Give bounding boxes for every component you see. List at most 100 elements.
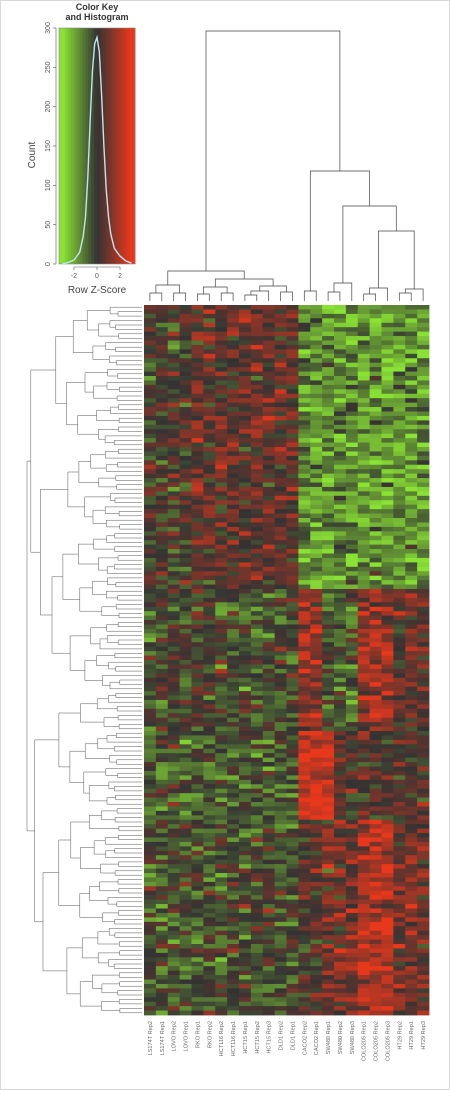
heatmap-cell (393, 447, 406, 452)
heatmap-cell (191, 473, 204, 479)
heatmap-cell (167, 677, 181, 683)
heatmap-cell (191, 695, 204, 701)
heatmap-cell (334, 509, 347, 514)
heatmap-cell (239, 992, 252, 998)
heatmap-cell (322, 722, 335, 727)
heatmap-cell (345, 611, 359, 617)
heatmap-cell (381, 997, 394, 1003)
heatmap-cell (334, 380, 347, 386)
heatmap-cell (274, 447, 287, 452)
heatmap-cell (167, 841, 181, 847)
heatmap-cell (405, 633, 418, 639)
heatmap-cell (334, 566, 347, 572)
heatmap-cell (167, 824, 181, 830)
heatmap-cell (167, 695, 181, 701)
heatmap-cell (144, 420, 157, 426)
heatmap-cell (357, 757, 371, 763)
heatmap-cell (167, 571, 181, 577)
heatmap-cell (239, 447, 252, 452)
heatmap-cell (286, 695, 299, 701)
heatmap-cell (227, 491, 240, 497)
heatmap-cell (417, 912, 430, 918)
heatmap-cell (155, 855, 169, 861)
heatmap-cell (179, 837, 192, 843)
row-dendrogram-link (93, 385, 118, 399)
heatmap-cell (179, 646, 192, 652)
heatmap-cell (155, 362, 169, 368)
heatmap-cell (417, 482, 430, 488)
heatmap-cell (239, 793, 252, 798)
heatmap-cell (393, 997, 406, 1003)
heatmap-cell (227, 757, 240, 763)
heatmap-cell (144, 757, 157, 763)
heatmap-cell (381, 535, 394, 541)
heatmap-cell (345, 313, 359, 319)
heatmap-cell (345, 464, 359, 470)
heatmap-cell (286, 380, 299, 386)
heatmap-cell (417, 420, 430, 426)
heatmap-cell (322, 447, 335, 452)
heatmap-cell (417, 433, 430, 439)
heatmap-cell (393, 713, 406, 719)
heatmap-cell (405, 620, 418, 625)
heatmap-cell (215, 881, 228, 887)
heatmap-cell (381, 966, 394, 972)
heatmap-cell (179, 788, 192, 794)
row-dendrogram-link (105, 451, 142, 459)
heatmap-cell (310, 682, 323, 688)
heatmap-cell (167, 731, 181, 736)
heatmap-cell (310, 859, 323, 865)
heatmap-cell (393, 433, 406, 439)
heatmap-cell (191, 664, 204, 670)
heatmap-cell (381, 318, 394, 324)
heatmap-cell (167, 557, 181, 563)
heatmap-cell (167, 620, 181, 625)
heatmap-cell (167, 615, 181, 621)
heatmap-cell (369, 655, 382, 661)
heatmap-cell (345, 495, 359, 501)
heatmap-cell (203, 833, 216, 838)
heatmap-cell (167, 912, 181, 918)
heatmap-cell (286, 580, 299, 585)
heatmap-cell (334, 912, 347, 918)
heatmap-cell (274, 571, 287, 577)
heatmap-cell (215, 797, 228, 803)
heatmap-cell (393, 486, 406, 492)
heatmap-cell (369, 802, 382, 807)
heatmap-cell (167, 713, 181, 719)
heatmap-cell (239, 464, 252, 470)
heatmap-cell (310, 362, 323, 368)
heatmap-cell (203, 997, 216, 1003)
heatmap-cell (262, 722, 276, 727)
heatmap-cell (381, 841, 394, 847)
heatmap-cell (417, 944, 430, 949)
heatmap-cell (274, 677, 287, 683)
heatmap-cell (191, 1001, 204, 1007)
heatmap-cell (144, 952, 157, 958)
row-dendrogram-link (51, 576, 71, 654)
heatmap-cell (203, 739, 216, 745)
heatmap-cell (345, 504, 359, 510)
column-label: HT29 Rep2 (397, 1021, 403, 1050)
heatmap-cell (262, 673, 276, 679)
heatmap-cell (239, 424, 252, 430)
heatmap-cell (345, 344, 359, 350)
heatmap-cell (167, 504, 181, 510)
heatmap-cell (381, 779, 394, 785)
heatmap-cell (215, 535, 228, 541)
heatmap-cell (298, 491, 311, 497)
heatmap-cell (369, 313, 382, 319)
heatmap-cell (179, 988, 192, 994)
heatmap-cell (203, 708, 216, 714)
heatmap-cell (393, 371, 406, 377)
heatmap-cell (215, 912, 228, 918)
heatmap-cell (322, 429, 335, 435)
heatmap-cell (239, 442, 252, 448)
heatmap-cell (179, 992, 192, 998)
heatmap-cell (144, 522, 157, 528)
heatmap-cell (144, 992, 157, 998)
heatmap-cell (417, 739, 430, 745)
color-key-band (97, 28, 101, 264)
heatmap-cell (250, 655, 264, 661)
heatmap-cell (250, 881, 264, 887)
